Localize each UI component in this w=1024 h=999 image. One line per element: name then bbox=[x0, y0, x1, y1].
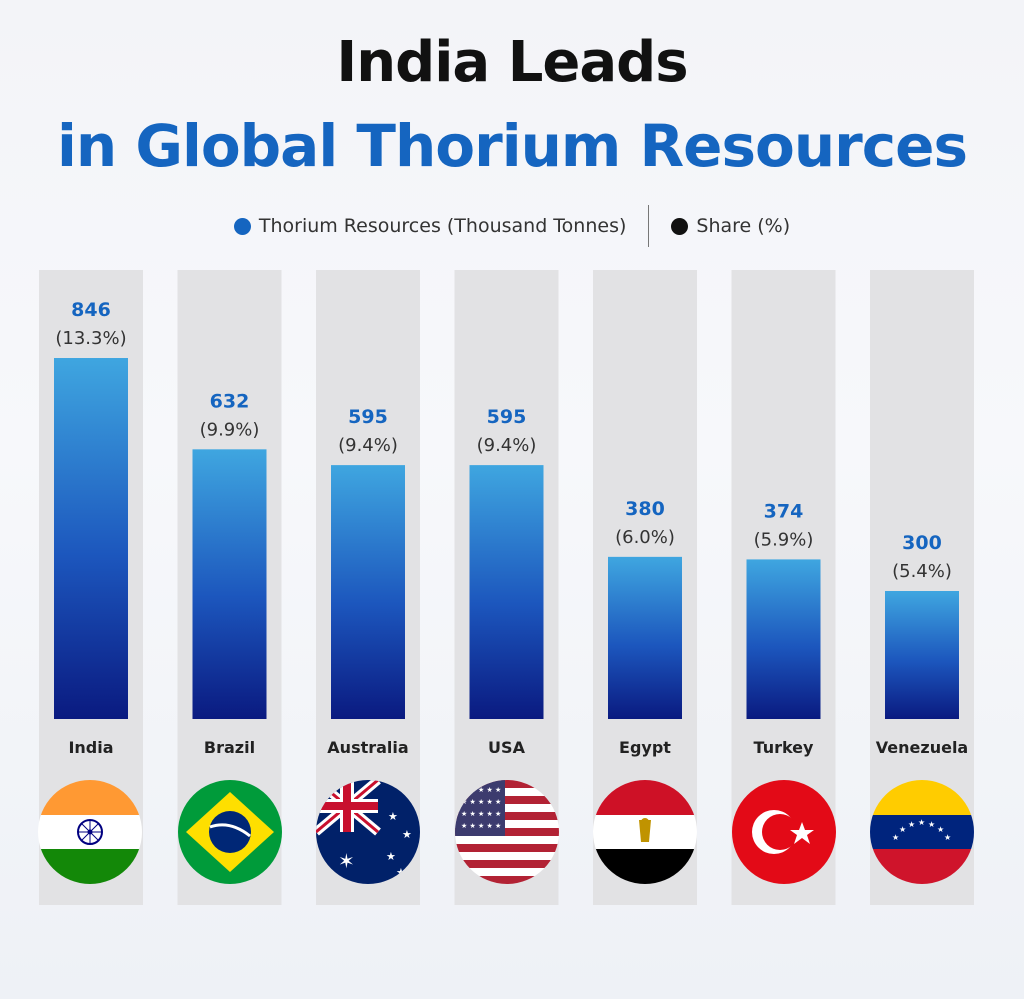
legend-label-share: Share (%) bbox=[696, 215, 791, 237]
australia-flag-icon: ✶ ★ ★ ★ ★ bbox=[316, 780, 420, 884]
category-label-brazil: Brazil bbox=[204, 738, 255, 757]
category-label-egypt: Egypt bbox=[619, 738, 671, 757]
bar-australia bbox=[331, 465, 405, 719]
category-label-india: India bbox=[68, 738, 113, 757]
svg-text:★ ★ ★ ★ ★: ★ ★ ★ ★ ★ bbox=[461, 786, 501, 794]
value-label-australia: 595 bbox=[348, 406, 388, 428]
category-label-usa: USA bbox=[488, 738, 526, 757]
svg-text:★: ★ bbox=[396, 866, 406, 879]
venezuela-flag-icon: ★★★ ★ ★★ ★ bbox=[870, 780, 974, 884]
legend: Thorium Resources (Thousand Tonnes) Shar… bbox=[0, 205, 1024, 247]
bar-brazil bbox=[192, 449, 267, 719]
category-label-australia: Australia bbox=[327, 738, 408, 757]
bar-egypt bbox=[608, 556, 682, 719]
share-label-turkey: (5.9%) bbox=[754, 529, 814, 550]
svg-text:★: ★ bbox=[402, 828, 412, 841]
india-flag-icon bbox=[38, 780, 142, 884]
bar-turkey bbox=[746, 559, 821, 719]
svg-text:★: ★ bbox=[899, 825, 906, 834]
svg-text:✶: ✶ bbox=[338, 849, 355, 873]
legend-divider bbox=[648, 205, 650, 247]
bar-usa bbox=[469, 465, 544, 719]
value-label-venezuela: 300 bbox=[902, 532, 942, 554]
svg-text:★: ★ bbox=[944, 833, 951, 842]
chart-title-line1: India Leads bbox=[336, 30, 688, 95]
category-label-venezuela: Venezuela bbox=[876, 738, 968, 757]
legend-dot-share bbox=[671, 217, 689, 235]
share-label-australia: (9.4%) bbox=[338, 435, 398, 456]
share-label-egypt: (6.0%) bbox=[615, 527, 675, 548]
svg-text:★ ★ ★ ★ ★: ★ ★ ★ ★ ★ bbox=[461, 798, 501, 806]
share-label-usa: (9.4%) bbox=[477, 435, 537, 456]
value-label-turkey: 374 bbox=[764, 500, 804, 522]
svg-text:★: ★ bbox=[928, 820, 935, 829]
brazil-flag-icon bbox=[178, 780, 282, 884]
category-label-turkey: Turkey bbox=[754, 738, 815, 757]
egypt-flag-icon bbox=[593, 780, 697, 884]
svg-text:★: ★ bbox=[388, 810, 398, 823]
svg-text:★: ★ bbox=[908, 820, 915, 829]
usa-flag-icon: ★ ★ ★ ★ ★ ★ ★ ★ ★ ★ ★ ★ ★ ★ ★ ★ ★ ★ ★ ★ bbox=[455, 780, 559, 884]
value-label-usa: 595 bbox=[487, 406, 527, 428]
svg-text:★: ★ bbox=[892, 833, 899, 842]
legend-item-resources: Thorium Resources (Thousand Tonnes) bbox=[233, 215, 627, 237]
legend-dot-resources bbox=[233, 217, 251, 235]
svg-text:★ ★ ★ ★ ★: ★ ★ ★ ★ ★ bbox=[461, 810, 501, 818]
share-label-india: (13.3%) bbox=[55, 328, 126, 349]
value-label-india: 846 bbox=[71, 299, 111, 321]
svg-text:★: ★ bbox=[918, 818, 925, 827]
legend-item-share: Share (%) bbox=[671, 215, 790, 237]
turkey-flag-icon bbox=[732, 780, 836, 884]
share-label-venezuela: (5.4%) bbox=[892, 561, 952, 582]
value-label-brazil: 632 bbox=[210, 390, 250, 412]
svg-text:★: ★ bbox=[937, 825, 944, 834]
bar-india bbox=[54, 358, 128, 719]
share-label-brazil: (9.9%) bbox=[200, 419, 260, 440]
legend-label-resources: Thorium Resources (Thousand Tonnes) bbox=[258, 215, 627, 237]
svg-text:★: ★ bbox=[386, 850, 396, 863]
value-label-egypt: 380 bbox=[625, 498, 665, 520]
svg-text:★ ★ ★ ★ ★: ★ ★ ★ ★ ★ bbox=[461, 822, 501, 830]
chart-title-line2: in Global Thorium Resources bbox=[56, 112, 968, 180]
bar-venezuela bbox=[885, 590, 959, 719]
